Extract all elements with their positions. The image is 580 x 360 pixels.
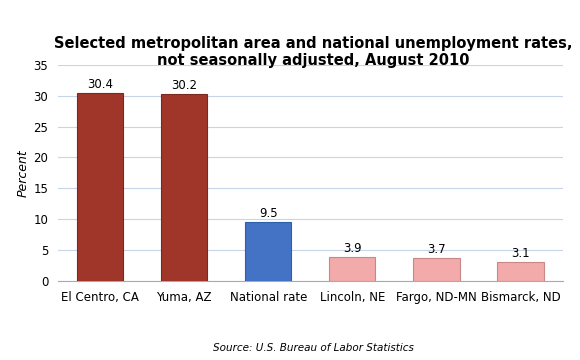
Text: Source: U.S. Bureau of Labor Statistics: Source: U.S. Bureau of Labor Statistics xyxy=(213,343,414,353)
Text: 30.2: 30.2 xyxy=(171,79,197,92)
Text: 3.7: 3.7 xyxy=(427,243,446,256)
Text: 9.5: 9.5 xyxy=(259,207,278,220)
Text: Selected metropolitan area and national unemployment rates,
not seasonally adjus: Selected metropolitan area and national … xyxy=(54,36,572,68)
Text: 3.9: 3.9 xyxy=(343,242,362,255)
Bar xyxy=(414,258,459,281)
Bar xyxy=(77,93,123,281)
Bar xyxy=(329,257,375,281)
Y-axis label: Percent: Percent xyxy=(16,149,29,197)
Bar xyxy=(245,222,291,281)
Text: 30.4: 30.4 xyxy=(87,78,113,91)
Bar xyxy=(498,262,543,281)
Text: 3.1: 3.1 xyxy=(511,247,530,260)
Bar xyxy=(161,94,207,281)
